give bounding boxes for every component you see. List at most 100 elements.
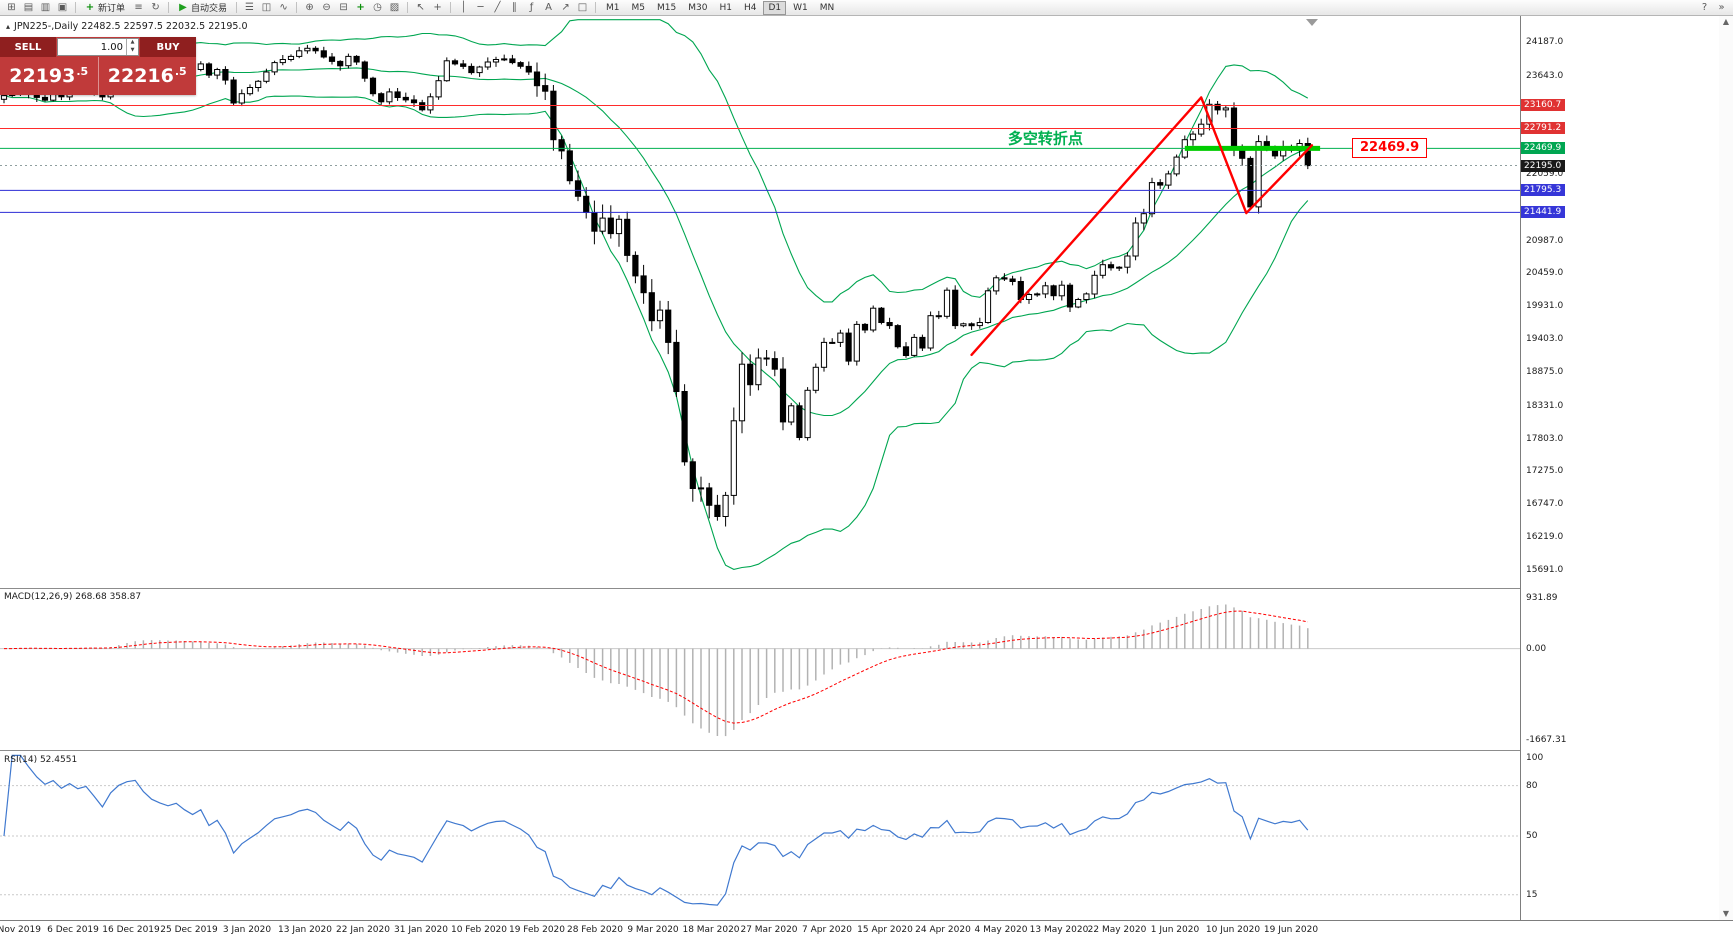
line-chart-icon[interactable]: ∿	[279, 2, 288, 13]
volume-down-icon[interactable]: ▼	[130, 47, 135, 53]
date-label: 3 Jan 2020	[222, 925, 272, 935]
toolbar-separator	[168, 2, 170, 13]
date-label: 22 Jan 2020	[336, 925, 390, 935]
buy-price-main: 22216	[107, 65, 174, 87]
vertical-line-icon[interactable]: │	[460, 2, 467, 13]
timeframe-h4-button[interactable]: H4	[743, 2, 757, 13]
date-label: 24 Apr 2020	[915, 925, 971, 935]
price-axis-badge: 23160.7	[1521, 99, 1566, 112]
sell-price[interactable]: 22193 .5	[0, 57, 98, 95]
cursor-icon[interactable]: ↖	[416, 2, 425, 13]
trendline-icon[interactable]: ╱	[494, 2, 501, 13]
date-label: 27 Mar 2020	[740, 925, 798, 935]
chart-shift-marker-icon[interactable]	[1306, 19, 1318, 26]
volume-stepper[interactable]: ▲ ▼	[126, 39, 138, 55]
timeframe-h1-button[interactable]: H1	[719, 2, 732, 13]
text-tool-icon[interactable]: A	[545, 2, 552, 13]
timeframe-m1-button[interactable]: M1	[606, 2, 620, 13]
date-label: 19 Feb 2020	[508, 925, 566, 935]
date-label: 10 Jun 2020	[1205, 925, 1261, 935]
horizontal-line-icon[interactable]: ─	[477, 2, 484, 13]
fibonacci-icon[interactable]: ƒ	[529, 2, 534, 13]
sell-price-main: 22193	[9, 65, 76, 87]
toolbar-separator	[450, 2, 452, 13]
navigator-icon[interactable]: ▥	[40, 2, 51, 13]
periods-icon[interactable]: ◷	[373, 2, 382, 13]
price-axis-label: 18331.0	[1526, 400, 1564, 411]
toolbar-separator	[236, 2, 238, 13]
volume-value[interactable]: 1.00	[100, 42, 123, 53]
help-icon[interactable]: ?	[1701, 2, 1708, 13]
one-click-toggle-icon[interactable]: ▴	[6, 22, 11, 31]
market-watch-icon[interactable]: ⊞	[7, 2, 16, 13]
date-label: 10 Feb 2020	[450, 925, 508, 935]
date-label: 25 Dec 2019	[160, 925, 218, 935]
macd-label: MACD(12,26,9) 268.68 358.87	[4, 592, 142, 602]
arrows-tool-icon[interactable]: ↗	[561, 2, 570, 13]
candlestick-icon[interactable]: ◫	[261, 2, 272, 13]
terminal-icon[interactable]: ▣	[57, 2, 68, 13]
buy-button[interactable]: BUY	[140, 37, 196, 57]
channel-icon[interactable]: ∥	[512, 2, 518, 13]
zoom-in-icon[interactable]: ⊕	[305, 2, 314, 13]
timeframe-mn-button[interactable]: MN	[819, 2, 835, 13]
volume-field[interactable]: 1.00 ▲ ▼	[57, 38, 139, 56]
vertical-scrollbar[interactable]: ▲ ▼	[1719, 16, 1733, 920]
indicators-icon[interactable]: +	[356, 2, 365, 13]
price-axis-badge: 22791.2	[1521, 122, 1566, 135]
date-label: 7 Apr 2020	[802, 925, 852, 935]
toolbar-separator	[407, 2, 409, 13]
panel-separator[interactable]	[0, 750, 1733, 751]
bar-chart-icon[interactable]: ☰	[245, 2, 255, 13]
price-axis[interactable]: 24187.0 23643.0 22059.0 20987.0 20459.0 19931…	[1520, 16, 1719, 941]
autotrading-label: 自动交易	[191, 4, 228, 14]
timeframe-m15-button[interactable]: M15	[657, 2, 677, 13]
macd-axis-label: 931.89	[1526, 592, 1558, 603]
data-window-icon[interactable]: ▤	[23, 2, 34, 13]
timeframe-m5-button[interactable]: M5	[631, 2, 646, 13]
crosshair-icon[interactable]: +	[433, 2, 442, 13]
refresh-icon[interactable]: ↻	[151, 2, 160, 13]
rsi-axis-label: 100	[1526, 753, 1544, 763]
sell-button[interactable]: SELL	[0, 37, 56, 57]
price-axis-label: 16747.0	[1526, 499, 1564, 510]
scroll-up-icon[interactable]: ▲	[1722, 17, 1730, 26]
tile-windows-icon[interactable]: ⊟	[339, 2, 348, 13]
price-axis-label: 16219.0	[1526, 532, 1564, 543]
templates-icon[interactable]: ▨	[389, 2, 400, 13]
rsi-axis-label: 50	[1526, 831, 1538, 841]
timeframe-w1-button[interactable]: W1	[793, 2, 808, 13]
date-label: 15 Apr 2020	[857, 925, 913, 935]
zoom-out-icon[interactable]: ⊖	[322, 2, 331, 13]
rsi-axis-label: 15	[1526, 889, 1538, 900]
symbol-ohlc-text: JPN225-,Daily 22482.5 22597.5 22032.5 22…	[14, 21, 248, 32]
autotrading-play-icon: ▶	[179, 2, 187, 13]
turning-point-annotation[interactable]: 多空转折点	[1007, 129, 1083, 148]
price-axis-label: 19931.0	[1526, 301, 1564, 312]
scroll-down-icon[interactable]: ▼	[1722, 909, 1730, 918]
price-axis-label: 19403.0	[1526, 334, 1564, 345]
date-label: 22 May 2020	[1087, 925, 1147, 935]
new-order-label: 新订单	[98, 4, 126, 14]
date-label: 13 May 2020	[1029, 925, 1089, 935]
toolbar-separator	[296, 2, 298, 13]
macd-signal-line	[4, 610, 1308, 724]
buy-price[interactable]: 22216 .5	[99, 57, 197, 95]
trend-lines[interactable]	[970, 96, 1314, 356]
shapes-icon[interactable]: □	[577, 2, 588, 13]
price-axis-label: 24187.0	[1526, 36, 1564, 47]
timeframe-d1-button[interactable]: D1	[763, 0, 787, 15]
timeframe-m30-button[interactable]: M30	[688, 2, 708, 13]
level-price-flag[interactable]: 22469.9	[1352, 138, 1428, 159]
autotrading-button[interactable]: ▶ 自动交易	[174, 1, 231, 14]
new-order-button[interactable]: + 新订单	[81, 1, 129, 14]
panel-separator[interactable]	[0, 588, 1733, 589]
horizontal-level-lines[interactable]	[0, 105, 1520, 213]
volume-up-icon[interactable]: ▲	[130, 39, 135, 45]
price-axis-label: 15691.0	[1526, 564, 1564, 575]
toolbar-overflow-icon[interactable]: »	[1718, 2, 1725, 13]
chart-canvas[interactable]	[0, 16, 1733, 941]
metaeditor-icon[interactable]: ≡	[134, 2, 143, 13]
date-label: 9 Mar 2020	[627, 925, 679, 935]
